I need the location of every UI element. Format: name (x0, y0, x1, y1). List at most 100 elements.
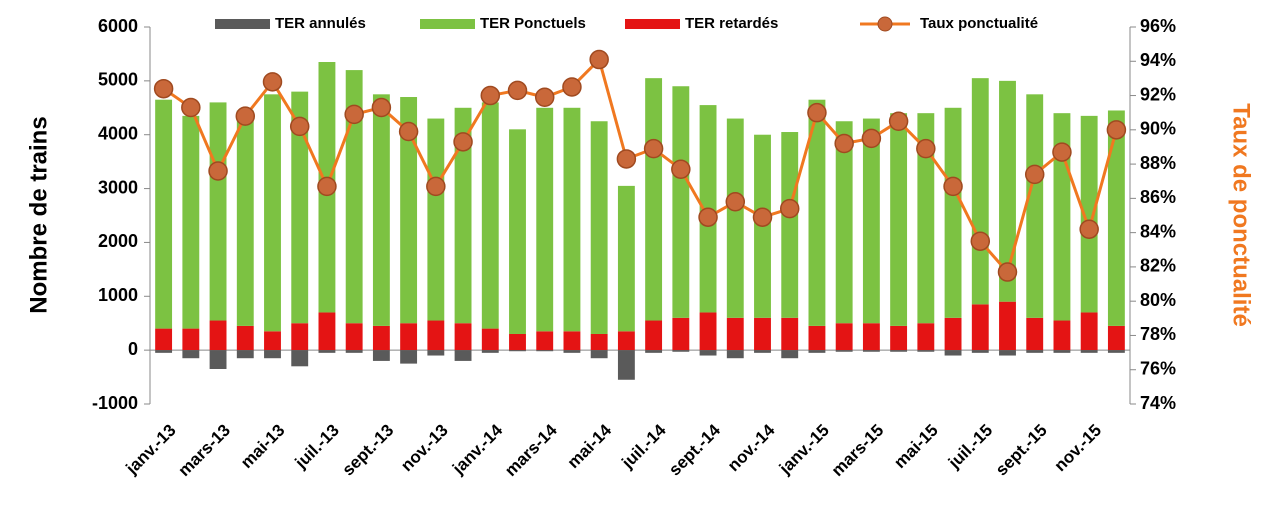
marker (1052, 142, 1072, 162)
bar (209, 102, 227, 321)
y2-tick-label: 76% (1140, 358, 1176, 378)
bar (999, 80, 1016, 302)
marker (208, 161, 228, 181)
x-tick-label: nov.-13 (397, 421, 452, 476)
legend-swatch (420, 19, 475, 29)
bar (808, 325, 826, 351)
legend-label: Taux ponctualité (920, 15, 1038, 32)
x-tick-label: nov.-14 (724, 420, 779, 475)
bar (890, 325, 908, 351)
bar (862, 118, 880, 324)
y2-tick-label: 90% (1140, 119, 1176, 139)
marker (861, 128, 882, 149)
y2-tick-label: 96% (1140, 16, 1176, 36)
y2-tick-label: 80% (1140, 290, 1176, 310)
legend-label: TER retardés (685, 15, 778, 32)
marker (943, 176, 963, 197)
marker (1079, 219, 1099, 239)
bar (345, 350, 363, 353)
marker (507, 80, 528, 101)
x-tick-label: mars-14 (501, 420, 561, 480)
marker (480, 85, 501, 106)
x-tick-label: janv.-15 (775, 421, 833, 479)
marker (317, 176, 337, 197)
bar (971, 350, 989, 353)
marker (344, 104, 364, 125)
bar (454, 350, 472, 361)
bar (1107, 350, 1125, 353)
bar (890, 350, 908, 352)
bar (1053, 350, 1071, 353)
bar (236, 325, 254, 351)
y2-tick-label: 82% (1140, 256, 1176, 276)
bar (862, 350, 880, 352)
y2-tick-label: 92% (1140, 84, 1176, 104)
bar (808, 350, 826, 353)
bar (699, 350, 717, 356)
bar (182, 328, 200, 351)
legend-swatch (625, 19, 680, 29)
bar (917, 323, 935, 351)
bar (1026, 350, 1044, 353)
bar (372, 325, 390, 351)
x-tick-label: sept.-14 (665, 420, 724, 479)
bar (318, 350, 336, 353)
x-tick-label: mai-15 (890, 421, 942, 473)
bar (1080, 115, 1098, 313)
bar (781, 350, 799, 359)
x-tick-label: juil.-14 (617, 420, 670, 473)
y-tick-label: 4000 (98, 123, 138, 143)
x-tick-label: nov.-15 (1051, 421, 1106, 476)
bar (155, 350, 173, 353)
marker (616, 149, 637, 169)
bar (563, 350, 581, 353)
marker (262, 72, 283, 92)
bar (590, 333, 608, 351)
marker (725, 192, 746, 212)
bar (781, 132, 799, 318)
bar (427, 350, 445, 356)
bar (645, 78, 663, 321)
bar (209, 350, 227, 369)
marker (153, 78, 174, 99)
marker (562, 77, 582, 97)
marker (997, 262, 1018, 282)
x-tick-label: juil.-15 (944, 421, 996, 473)
y2-tick-label: 94% (1140, 50, 1176, 70)
bar (1053, 320, 1071, 351)
bar (155, 328, 173, 351)
y2-tick-label: 86% (1140, 187, 1176, 207)
y-tick-label: 1000 (98, 285, 138, 305)
bar (481, 102, 499, 329)
bar (236, 350, 254, 359)
legend-swatch (215, 19, 270, 29)
bar (345, 323, 363, 351)
legend-swatch (877, 16, 893, 32)
y-tick-label: 5000 (98, 70, 138, 90)
bar (835, 323, 853, 351)
x-tick-label: juil.-13 (291, 421, 343, 473)
y-tick-label: 6000 (98, 16, 138, 36)
bar (509, 129, 526, 334)
bar (645, 320, 663, 351)
marker (643, 138, 664, 159)
bar (182, 350, 200, 359)
bar (563, 331, 581, 351)
bar (1026, 94, 1044, 318)
marker (181, 97, 201, 118)
bar (944, 350, 962, 356)
bar (209, 320, 227, 351)
legend-label: TER Ponctuels (480, 15, 586, 32)
marker (453, 132, 473, 152)
bar (1026, 317, 1044, 351)
bar (645, 350, 663, 353)
x-tick-label: sept.-13 (339, 421, 398, 480)
bar (536, 350, 554, 352)
x-tick-label: mars-13 (175, 421, 235, 481)
bar (944, 107, 962, 318)
marker (1024, 164, 1045, 185)
bar (726, 350, 744, 359)
x-tick-label: sept.-15 (992, 421, 1051, 480)
y2-tick-label: 74% (1140, 393, 1176, 413)
y-tick-label: 0 (128, 339, 138, 359)
